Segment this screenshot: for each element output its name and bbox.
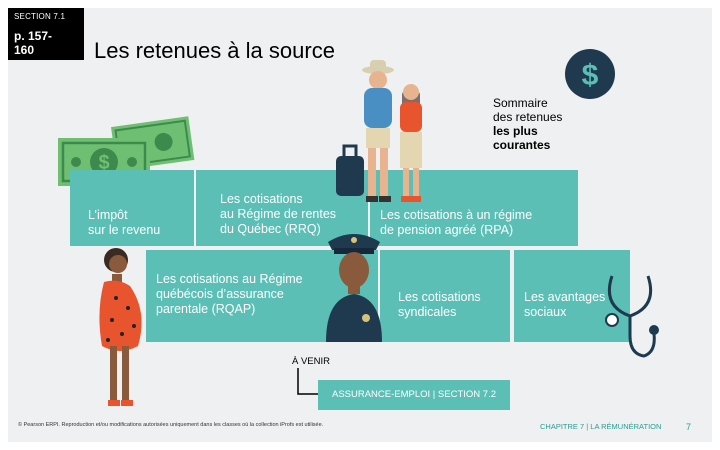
- money-bills-icon: $: [58, 116, 195, 186]
- tile-text: Les cotisations au Régime: [156, 272, 303, 286]
- tile-text: sur le revenu: [88, 223, 161, 237]
- section-tag: SECTION 7.1: [8, 8, 84, 26]
- tile-text: Les cotisations: [220, 192, 303, 206]
- summary-line-bold: les plus: [493, 124, 538, 138]
- page-reference: p. 157- 160: [8, 26, 84, 60]
- tile-text: syndicales: [398, 305, 457, 319]
- tile-text: québécois d’assurance: [156, 287, 284, 301]
- page-title: Les retenues à la source: [94, 38, 335, 63]
- stethoscope-icon: [605, 275, 659, 358]
- summary-text: Sommaire des retenues les plus courantes: [493, 96, 562, 152]
- tile-text: sociaux: [524, 305, 567, 319]
- tile-text: Les avantages: [524, 290, 606, 304]
- copyright-notice: © Pearson ERPI. Reproduction et/ou modif…: [18, 422, 324, 428]
- chapter-label: CHAPITRE 7 | LA RÉMUNÉRATION: [540, 422, 662, 431]
- police-officer-icon: [326, 234, 382, 342]
- pregnant-woman-icon: [99, 248, 142, 406]
- dollar-badge-symbol: $: [582, 59, 599, 92]
- tile-syndicales[interactable]: Les cotisations syndicales: [380, 250, 510, 342]
- tile-text: du Québec (RRQ): [220, 222, 321, 236]
- bill-symbol: $: [98, 152, 109, 174]
- tile-text: au Régime de rentes: [220, 207, 337, 221]
- page-ref-line2: 160: [14, 43, 35, 57]
- elderly-couple-icon: [336, 60, 422, 202]
- tile-text: L’impôt: [88, 208, 128, 222]
- dollar-badge-icon: $: [565, 49, 615, 99]
- tile-text: de pension agréé (RPA): [380, 223, 514, 237]
- coming-next-label: À VENIR: [292, 356, 331, 367]
- arrow-connector-icon: [297, 368, 318, 395]
- summary-line-bold: courantes: [493, 138, 551, 152]
- page-number: 7: [686, 422, 692, 432]
- next-section-link[interactable]: ASSURANCE-EMPLOI | SECTION 7.2: [318, 380, 510, 410]
- tile-impot[interactable]: L’impôt sur le revenu: [70, 170, 194, 246]
- summary-line: des retenues: [493, 110, 563, 124]
- tile-text: Les cotisations à un régime: [380, 208, 533, 222]
- page-ref-line1: p. 157-: [14, 29, 53, 43]
- tile-text: Les cotisations: [398, 290, 481, 304]
- summary-line: Sommaire: [493, 96, 548, 110]
- tile-text: parentale (RQAP): [156, 302, 256, 316]
